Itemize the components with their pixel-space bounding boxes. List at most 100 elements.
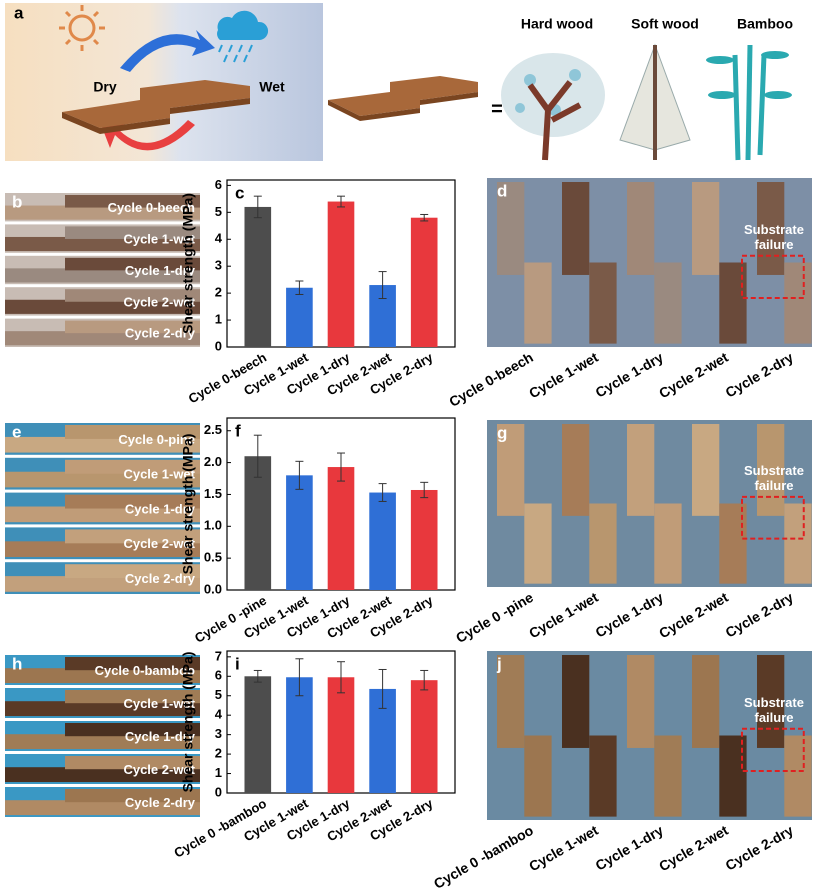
sample-caption: Cycle 2-wet bbox=[656, 822, 731, 875]
photo-caption: Cycle 1-wet bbox=[123, 232, 195, 247]
photo-wood bbox=[65, 564, 200, 579]
y-tick-label: 1 bbox=[215, 765, 222, 780]
bar bbox=[244, 676, 272, 793]
sample-bottom bbox=[524, 503, 552, 584]
sample-caption: Cycle 2-dry bbox=[722, 822, 796, 874]
photo-wood bbox=[65, 320, 200, 334]
panel-label: i bbox=[235, 654, 240, 673]
photo-wood bbox=[5, 436, 200, 453]
photo-wood bbox=[5, 268, 200, 283]
sample-caption: Cycle 1-dry bbox=[592, 589, 666, 641]
photo-wood bbox=[5, 205, 200, 220]
sample-bottom bbox=[784, 503, 812, 584]
photo-caption: Cycle 1-wet bbox=[123, 696, 195, 711]
sample-caption: Cycle 0 -bamboo bbox=[431, 822, 536, 892]
photo-wood bbox=[5, 506, 200, 523]
sun-rays bbox=[59, 5, 105, 51]
sample-caption: Cycle 1-dry bbox=[592, 822, 666, 874]
photo-wood bbox=[5, 331, 200, 346]
bar bbox=[410, 489, 438, 590]
dry-label: Dry bbox=[93, 79, 117, 95]
sample-top bbox=[497, 655, 525, 748]
sample-bottom bbox=[524, 735, 552, 817]
wood-type: Soft wood bbox=[631, 16, 699, 32]
y-tick-label: 2.5 bbox=[204, 422, 222, 437]
lap-joint bbox=[62, 80, 250, 134]
sample-caption: Cycle 0-beech bbox=[446, 349, 536, 410]
sample-caption: Cycle 2-wet bbox=[656, 589, 731, 642]
sample-bottom bbox=[589, 503, 617, 584]
bar bbox=[286, 475, 313, 590]
y-tick-label: 4 bbox=[215, 707, 223, 722]
panel-label: c bbox=[235, 183, 244, 202]
photo-wood bbox=[65, 756, 200, 770]
lap-joint-2 bbox=[328, 76, 478, 121]
sample-top bbox=[497, 182, 525, 275]
photo-wood bbox=[5, 701, 200, 717]
photo-caption: Cycle 2-wet bbox=[123, 762, 195, 777]
photo-wood bbox=[65, 257, 200, 271]
photo-caption: Cycle 0-beech bbox=[108, 200, 195, 215]
panel-label: f bbox=[235, 421, 241, 440]
y-tick-label: 6 bbox=[215, 668, 222, 683]
failure-box bbox=[741, 495, 805, 540]
y-tick-label: 1.5 bbox=[204, 486, 222, 501]
sample-bottom bbox=[654, 262, 682, 344]
photo-caption: Cycle 2-wet bbox=[123, 536, 195, 551]
photo-caption: Cycle 2-wet bbox=[123, 294, 195, 309]
sample-bottom bbox=[589, 735, 617, 817]
panel-label: b bbox=[12, 192, 22, 211]
failure-box bbox=[741, 254, 805, 299]
photo-wood bbox=[65, 226, 200, 239]
failure-note: Substrate failure bbox=[744, 694, 804, 725]
sample-caption: Cycle 1-dry bbox=[592, 349, 666, 401]
panel-label: a bbox=[14, 3, 24, 22]
y-tick-label: 2 bbox=[215, 746, 222, 761]
y-tick-label: 0 bbox=[215, 784, 222, 799]
y-tick-label: 3 bbox=[215, 258, 222, 273]
sun-icon bbox=[68, 14, 96, 42]
y-tick-label: 0.0 bbox=[204, 581, 222, 596]
photo-wood bbox=[65, 529, 200, 544]
photo-wood bbox=[65, 657, 200, 671]
photo-wood bbox=[65, 494, 200, 509]
photo-caption: Cycle 1-dry bbox=[125, 501, 196, 516]
bamboo-leaves bbox=[706, 51, 792, 99]
arrow-wet bbox=[120, 30, 215, 72]
sample-caption: Cycle 2-dry bbox=[722, 589, 796, 641]
sample-bottom bbox=[784, 262, 812, 344]
bar bbox=[286, 287, 313, 347]
sample-top bbox=[757, 424, 785, 516]
panel-label: g bbox=[497, 423, 507, 442]
panel-label: d bbox=[497, 181, 507, 200]
photo-wood bbox=[65, 789, 200, 803]
bar bbox=[410, 217, 438, 347]
photo-wood bbox=[5, 471, 200, 488]
photo-wood bbox=[5, 299, 200, 314]
sample-top bbox=[692, 424, 720, 516]
failure-note: Substrate failure bbox=[744, 462, 804, 493]
sample-bottom bbox=[654, 735, 682, 817]
sample-top bbox=[627, 182, 655, 275]
y-tick-label: 3 bbox=[215, 726, 222, 741]
y-tick-label: 4 bbox=[215, 231, 223, 246]
panel-a-background bbox=[5, 3, 323, 161]
sample-caption: Cycle 2-wet bbox=[656, 349, 731, 402]
photo-caption: Cycle 1-dry bbox=[125, 729, 196, 744]
bamboo-icon bbox=[732, 44, 767, 161]
sample-caption: Cycle 1-wet bbox=[526, 349, 601, 402]
photo-caption: Cycle 2-dry bbox=[125, 326, 196, 341]
sample-bottom bbox=[784, 735, 812, 817]
y-axis-label: Shear strength (MPa) bbox=[180, 193, 196, 334]
bar bbox=[286, 677, 313, 793]
photo-wood bbox=[65, 690, 200, 704]
y-axis-label: Shear strength (MPa) bbox=[180, 652, 196, 793]
y-tick-label: 6 bbox=[215, 177, 222, 192]
softwood-tree bbox=[619, 43, 691, 160]
sample-top bbox=[497, 424, 525, 516]
sample-bottom bbox=[719, 735, 747, 817]
photo-caption: Cycle 1-dry bbox=[125, 263, 196, 278]
bar bbox=[327, 467, 355, 590]
